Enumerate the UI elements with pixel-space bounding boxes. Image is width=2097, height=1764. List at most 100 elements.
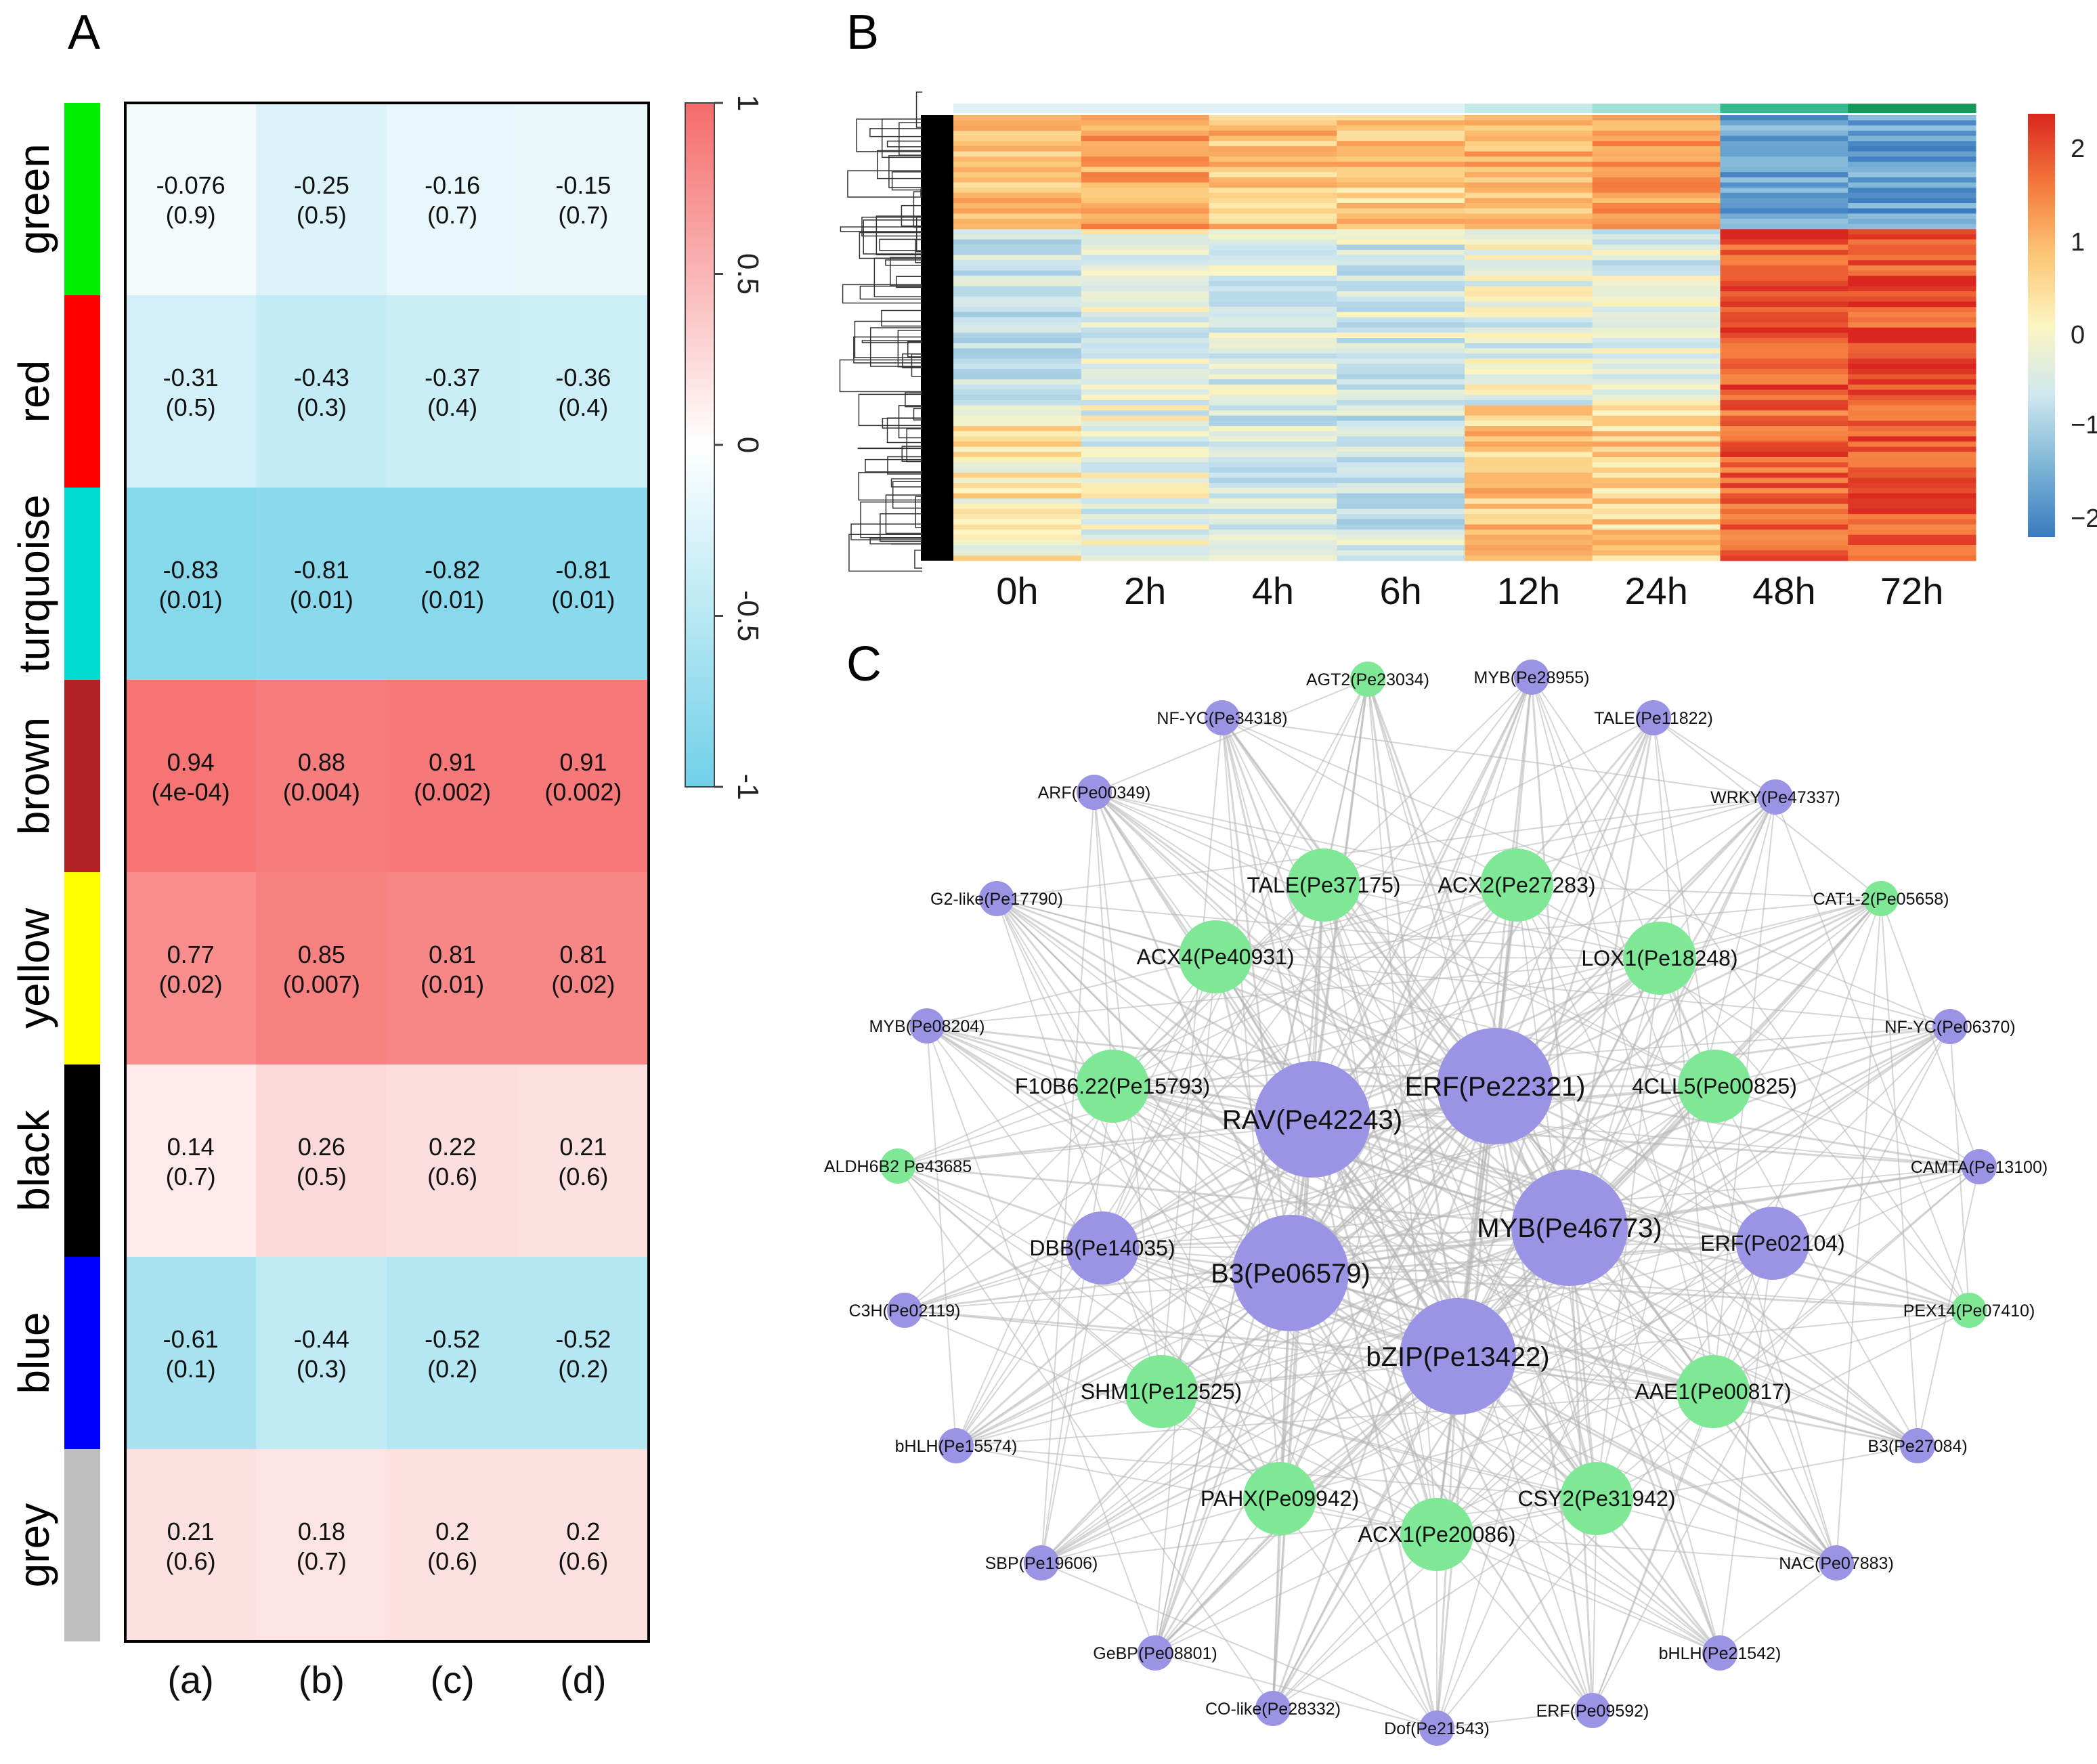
expr-cell: [1592, 462, 1721, 468]
expr-cell: [953, 255, 1082, 261]
expr-cell: [1720, 509, 1849, 515]
expr-cell: [1465, 446, 1593, 452]
expr-cell: [1465, 234, 1593, 240]
node-green: [1287, 848, 1360, 922]
expr-cell: [1209, 524, 1337, 530]
module-color-bars: [64, 103, 100, 1641]
expr-cell: [953, 379, 1082, 385]
expr-cell: [1209, 219, 1337, 225]
expr-cell: [1209, 374, 1337, 380]
module-row-labels: green red turquoise brown yellow black blue gre…: [9, 144, 58, 1587]
expr-cell: [1465, 400, 1593, 406]
expr-cell: [1337, 343, 1465, 349]
expr-cell: [953, 442, 1082, 448]
expr-cell: [1592, 332, 1721, 339]
expr-cell: [1209, 135, 1337, 142]
expr-cell: [1337, 524, 1465, 530]
dendrogram-branch: [905, 392, 922, 408]
expr-cell: [1592, 514, 1721, 520]
expr-cell: [1720, 462, 1849, 468]
cell-value: 0.2: [566, 1518, 600, 1545]
expr-cell: [1848, 244, 1976, 251]
trait-label: (d): [560, 1658, 606, 1701]
dendrogram-branch: [869, 327, 922, 367]
dendrogram-branch: [881, 119, 922, 158]
edge: [1094, 792, 1517, 886]
expr-cell: [1337, 115, 1465, 121]
expr-cell: [1465, 555, 1593, 561]
dendrogram-branch: [891, 171, 922, 191]
expr-cell: [1720, 286, 1849, 292]
expr-cell: [1081, 530, 1209, 536]
expr-cell: [1081, 456, 1209, 463]
expr-cell: [1209, 467, 1337, 473]
expr-cell: [1209, 249, 1337, 256]
colorbar-a-tick-label: 1: [731, 95, 764, 111]
expr-cell: [1337, 426, 1465, 432]
expr-cell: [953, 311, 1082, 318]
cell-value: 0.18: [298, 1518, 345, 1545]
expr-cell: [1337, 317, 1465, 323]
node-label: bHLH(Pe21542): [1659, 1644, 1781, 1663]
expr-cell: [1592, 384, 1721, 391]
cell-blue-1: [256, 1257, 387, 1450]
expr-cell: [1848, 446, 1976, 452]
expr-cell: [1337, 286, 1465, 292]
dendrogram-branch: [915, 496, 922, 528]
expr-cell: [1081, 223, 1209, 230]
expr-cell: [1592, 483, 1721, 489]
expr-cell: [1720, 358, 1849, 364]
edge: [926, 1025, 1721, 1654]
expr-cell: [1081, 311, 1209, 318]
expr-cell: [1081, 177, 1209, 183]
timepoint-labels: 0h 2h 4h 6h 12h 24h 48h 72h: [996, 569, 1943, 612]
expr-cell: [1720, 446, 1849, 452]
expr-cell: [1720, 467, 1849, 473]
expr-cell: [1337, 374, 1465, 380]
expr-cell: [953, 462, 1082, 468]
edge: [1041, 1243, 1773, 1564]
edge: [1880, 898, 1918, 1446]
expr-cell: [1337, 472, 1465, 479]
expr-cell: [1337, 431, 1465, 437]
expr-cell: [1720, 219, 1849, 225]
expr-cell: [1592, 188, 1721, 194]
group-bar-1: [1081, 104, 1209, 113]
expr-cell: [953, 436, 1082, 442]
expr-cell: [1848, 192, 1976, 198]
expr-cell: [1720, 161, 1849, 168]
expr-cell: [1081, 203, 1209, 209]
expr-cell: [1081, 410, 1209, 416]
expr-cell: [953, 467, 1082, 473]
expr-cell: [1081, 389, 1209, 395]
expr-cell: [1720, 555, 1849, 561]
expr-cell: [1592, 203, 1721, 209]
edge: [1775, 796, 1970, 1311]
cell-pvalue: (0.01): [420, 970, 484, 998]
expr-cell: [1848, 255, 1976, 261]
expr-cell: [1337, 519, 1465, 525]
edge: [1719, 1243, 1773, 1654]
expr-cell: [953, 503, 1082, 509]
edge: [1836, 898, 1882, 1564]
expr-cell: [953, 198, 1082, 204]
expr-cell: [1592, 379, 1721, 385]
expr-cell: [1848, 400, 1976, 406]
module-label-black: black: [9, 1109, 58, 1211]
expr-cell: [1720, 135, 1849, 142]
edge: [1272, 1227, 1571, 1709]
expr-cell: [1848, 270, 1976, 276]
expr-cell: [1209, 493, 1337, 499]
group-bar-0: [953, 104, 1082, 113]
expr-cell: [1592, 146, 1721, 152]
expr-cell: [1337, 322, 1465, 328]
expr-cell: [953, 161, 1082, 168]
expr-cell: [1848, 276, 1976, 282]
expr-cell: [1720, 213, 1849, 219]
expr-cell: [953, 213, 1082, 219]
expr-cell: [1081, 493, 1209, 499]
expr-cell: [1848, 462, 1976, 468]
module-bar-brown: [64, 680, 100, 872]
expr-cell: [1592, 249, 1721, 256]
expr-cell: [1592, 301, 1721, 307]
